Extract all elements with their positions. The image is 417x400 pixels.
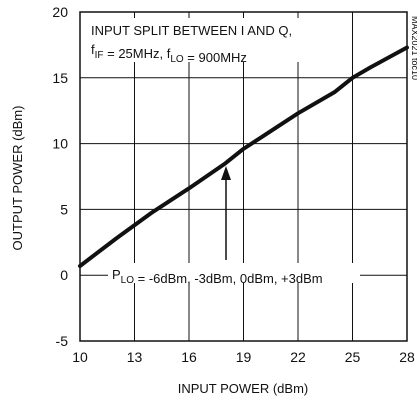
condition-line1: INPUT SPLIT BETWEEN I AND Q, <box>91 23 292 38</box>
series <box>78 45 409 268</box>
x-tick-label: 22 <box>290 349 306 365</box>
y-tick-label: 10 <box>52 136 68 152</box>
x-tick-label: 13 <box>127 349 143 365</box>
annotation-arrow-head <box>221 166 231 180</box>
plot-frame <box>79 11 408 342</box>
y-tick-label: 20 <box>52 4 68 20</box>
x-tick-label: 25 <box>345 349 361 365</box>
x-tick-label: 19 <box>236 349 252 365</box>
y-tick-label: -5 <box>56 333 69 349</box>
condition-line2: fIF = 25MHz, fLO = 900MHz <box>91 42 247 65</box>
x-tick-label: 10 <box>72 349 88 365</box>
x-axis-label: INPUT POWER (dBm) <box>178 381 309 396</box>
x-tick-label: 28 <box>399 349 415 365</box>
y-axis-label: OUTPUT POWER (dBm) <box>10 106 25 251</box>
y-tick-label: 15 <box>52 70 68 86</box>
plo-label-background <box>108 263 360 283</box>
y-tick-label: 5 <box>60 201 68 217</box>
part-id: MAX2021 toc10 <box>410 16 417 80</box>
tick-labels: 10 13 16 19 22 25 28 20 15 10 5 0 -5 <box>52 4 415 365</box>
x-tick-label: 16 <box>181 349 197 365</box>
series-line <box>78 45 409 268</box>
plo-label: PLO = -6dBm, -3dBm, 0dBm, +3dBm <box>112 267 323 286</box>
y-tick-label: 0 <box>60 267 68 283</box>
condition-box <box>86 18 316 62</box>
